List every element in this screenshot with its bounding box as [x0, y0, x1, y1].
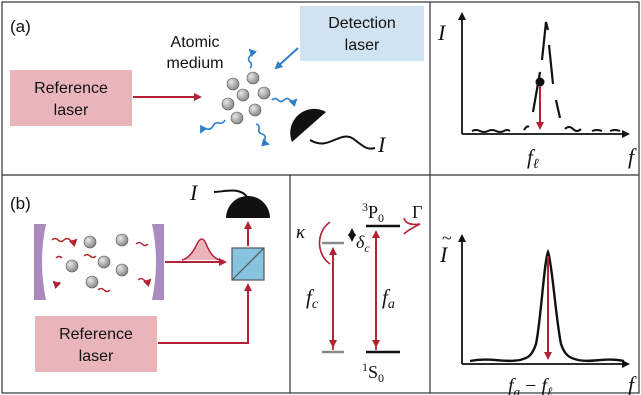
plot-b-marker-label: fa − fℓ [508, 375, 553, 395]
plot-a-noise-left [471, 129, 511, 133]
plot-a-trace-fall [547, 44, 555, 85]
cavity-waves [51, 237, 152, 293]
plot-a: I f fℓ [437, 12, 637, 172]
plot-b-y-label-tilde: ~ [442, 228, 452, 248]
delta-c-label: δc [356, 232, 370, 255]
level-diagram: κ Γ δc 3P0 1S0 fc fa [296, 200, 422, 385]
panel-b-tag: (b) [10, 194, 31, 213]
photodetector-b [226, 196, 270, 218]
atom-cloud-b [65, 233, 129, 289]
detection-laser-box [300, 6, 424, 61]
reference-beam-b [158, 283, 252, 344]
cavity-lineshape [318, 221, 331, 265]
panel-a-schematic: (a) Reference laser Detection laser Atom… [10, 6, 424, 157]
cavity-mirror-left [34, 224, 46, 300]
reference-laser-box-b [35, 316, 157, 372]
reference-laser-box-a [10, 70, 132, 126]
atomic-medium-label-2: medium [167, 55, 224, 72]
output-pulse [181, 238, 221, 261]
lower-level-label: 1S0 [362, 360, 384, 385]
atomic-lineshape [403, 217, 421, 235]
upper-level-label: 3P0 [362, 200, 384, 225]
plot-a-noise-right-1 [564, 126, 582, 132]
reference-laser-label-a-1: Reference [34, 80, 108, 97]
plot-b-peak-trace [469, 248, 625, 363]
detection-laser-label-2: laser [345, 37, 380, 54]
signal-label-a: I [377, 132, 387, 157]
plot-a-lock-point [535, 77, 545, 87]
panel-a-tag: (a) [10, 17, 31, 36]
plot-a-trace-seg-1 [523, 125, 530, 131]
gamma-label: Γ [412, 202, 422, 222]
fluorescence-waves [200, 48, 298, 147]
reference-laser-label-b-2: laser [79, 348, 114, 365]
reference-laser-label-a-2: laser [54, 102, 89, 119]
detection-laser-label-1: Detection [328, 15, 396, 32]
cavity-mirror-right [152, 224, 164, 300]
atomic-medium-label-1: Atomic [171, 34, 220, 51]
plot-b-x-label: f [628, 372, 637, 395]
photodetector-a [290, 108, 326, 142]
fc-label: fc [306, 285, 319, 312]
plot-a-noise-right-2 [591, 129, 603, 132]
detector-cable-a [309, 135, 376, 150]
plot-a-trace-peak [540, 21, 550, 61]
plot-a-y-label: I [437, 20, 447, 45]
signal-label-b: I [189, 180, 199, 205]
detector-cable-b [213, 189, 249, 199]
kappa-label: κ [296, 222, 306, 243]
fa-label: fa [382, 285, 395, 312]
plot-a-noise-right-3 [609, 129, 621, 132]
panel-b-schematic: (b) I [10, 180, 270, 372]
plot-a-marker-label: fℓ [527, 145, 539, 172]
detection-beam [274, 47, 299, 70]
plot-b: I ~ f fa − fℓ [439, 228, 637, 395]
beam-splitter-diagonal [231, 247, 265, 281]
reference-laser-label-b-1: Reference [59, 326, 133, 343]
plot-a-trace-seg-2 [554, 99, 562, 119]
atom-cloud-a [221, 71, 271, 125]
plot-a-x-label: f [628, 144, 637, 169]
plot-b-y-label: I [439, 242, 449, 267]
